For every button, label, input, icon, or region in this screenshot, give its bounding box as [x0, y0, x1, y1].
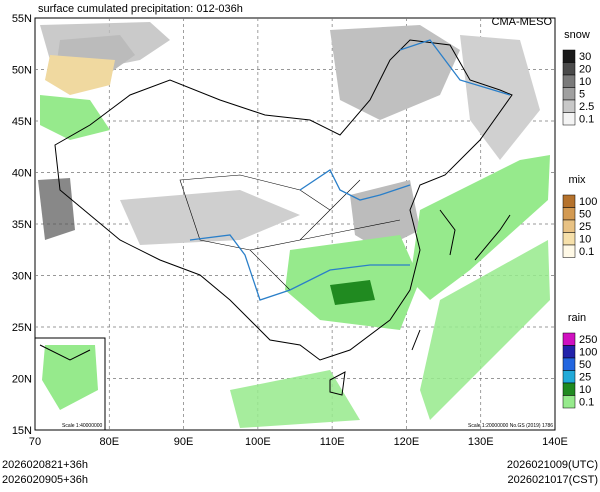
legend-label: 100: [579, 196, 597, 208]
lat-label: 15N: [12, 425, 32, 437]
legend-label: 0.1: [579, 114, 594, 126]
river: [189, 234, 410, 301]
lon-label: 80E: [99, 436, 119, 448]
legend-swatch: [562, 207, 576, 221]
legend-swatch: [562, 112, 576, 126]
rain-area: [420, 240, 550, 420]
river: [299, 169, 411, 201]
lat-label: 50N: [12, 65, 32, 77]
legend-swatch: [562, 232, 576, 246]
lat-label: 20N: [12, 374, 32, 386]
snow-area: [38, 178, 75, 240]
legend-label: 10: [579, 76, 591, 88]
lat-label: 25N: [12, 322, 32, 334]
legend-label: 100: [579, 347, 597, 359]
valid-time-cst: 2026021017(CST): [507, 474, 598, 486]
lat-label: 40N: [12, 168, 32, 180]
lat-label: 35N: [12, 219, 32, 231]
legend-swatch: [562, 49, 576, 63]
lon-label: 90E: [174, 436, 194, 448]
legend-label: 50: [579, 359, 591, 371]
scale-note: Scale 1:20000000 No.GS (2019) 1786: [468, 423, 553, 429]
rivers: [189, 39, 511, 301]
legend-swatch: [562, 219, 576, 233]
legend-label: 10: [579, 384, 591, 396]
legend-label: 10: [579, 234, 591, 246]
lon-label: 70: [29, 436, 41, 448]
legend-label: 30: [579, 51, 591, 63]
legend-swatch: [562, 244, 576, 258]
province-boundary: [179, 174, 401, 291]
snow-area: [460, 35, 540, 160]
legend-label: 5: [579, 89, 585, 101]
lon-label: 130E: [468, 436, 494, 448]
coastline: [39, 344, 91, 361]
legend-swatch: [562, 382, 576, 396]
legend-swatch: [562, 74, 576, 88]
legend-label: 20: [579, 64, 591, 76]
mix-area: [45, 55, 115, 95]
rain-area: [410, 155, 550, 300]
boundaries: [54, 39, 513, 396]
legend-swatch: [562, 332, 576, 346]
legend-title: rain: [568, 312, 586, 324]
lon-label: 120E: [394, 436, 420, 448]
legend-label: 250: [579, 334, 597, 346]
legend-label: 25: [579, 221, 591, 233]
legends: snow30201052.50.1mix1005025100.1rain2501…: [562, 29, 597, 409]
model-name: CMA-MESO: [492, 16, 553, 28]
lon-label: 140E: [542, 436, 568, 448]
river: [399, 39, 511, 96]
legend-label: 25: [579, 372, 591, 384]
lon-label: 100E: [245, 436, 271, 448]
init-time-cst: 2026020905+36h: [2, 474, 88, 486]
valid-time-utc: 2026021009(UTC): [507, 459, 598, 471]
map-title: surface cumulated precipitation: 012-036…: [38, 3, 243, 15]
legend-swatch: [562, 99, 576, 113]
legend-title: snow: [564, 29, 590, 41]
rain-area: [40, 95, 110, 140]
legend-swatch: [562, 194, 576, 208]
init-time-utc: 2026020821+36h: [2, 459, 88, 471]
legend-swatch: [562, 87, 576, 101]
legend-swatch: [562, 395, 576, 409]
legend-swatch: [562, 345, 576, 359]
rain-area: [230, 370, 360, 428]
lon-label: 110E: [320, 436, 345, 448]
inset-map: Scale 1:40000000: [34, 337, 106, 431]
legend-label: 0.1: [579, 246, 594, 258]
legend-label: 50: [579, 209, 591, 221]
lat-label: 45N: [12, 116, 32, 128]
rain-area: [42, 345, 98, 410]
legend-label: 2.5: [579, 101, 594, 113]
coastline: [329, 209, 511, 396]
legend-swatch: [562, 62, 576, 76]
snow-area: [120, 190, 300, 245]
rain-area: [330, 280, 375, 305]
legend-title: mix: [568, 174, 586, 186]
legend-swatch: [562, 370, 576, 384]
precipitation-fields: [38, 22, 550, 428]
legend-swatch: [562, 357, 576, 371]
inset-scale: Scale 1:40000000: [62, 423, 103, 429]
lat-label: 30N: [12, 271, 32, 283]
snow-area: [330, 25, 460, 120]
lat-label: 55N: [12, 13, 32, 25]
legend-label: 0.1: [579, 397, 594, 409]
country-boundary: [54, 39, 513, 361]
